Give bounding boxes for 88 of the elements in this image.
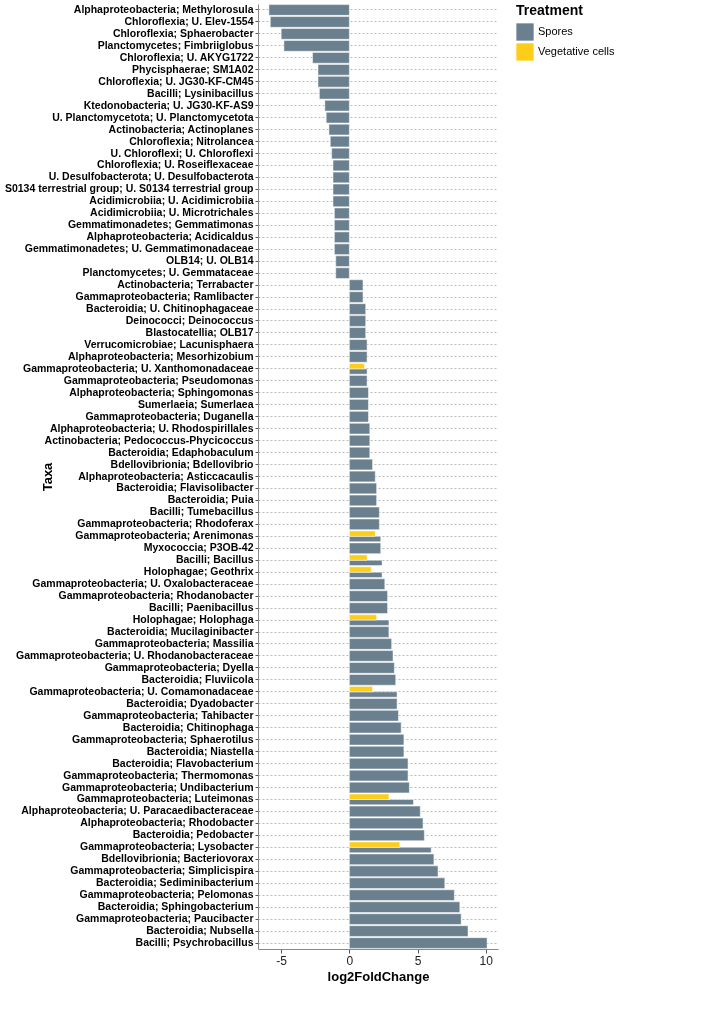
y-tick-label: Gammaproteobacteria; U. Xanthomonadaceae bbox=[23, 361, 254, 374]
y-tick-label: Alphaproteobacteria; U. Rhodospirillales bbox=[49, 421, 254, 434]
y-tick-label: Bacilli; Psychrobacillus bbox=[135, 936, 254, 949]
x-tick-label: 5 bbox=[414, 953, 422, 968]
y-tick-label: Ktedonobacteria; U. JG30-KF-AS9 bbox=[83, 98, 254, 111]
y-tick-label: Bacteroidia; U. Chitinophagaceae bbox=[86, 302, 254, 315]
y-tick-label: Alphaproteobacteria; Asticcacaulis bbox=[78, 469, 254, 482]
y-tick-label: Bacteroidia; Niastella bbox=[146, 744, 254, 757]
y-tick-label: Bacilli; Paenibacillus bbox=[149, 601, 254, 614]
y-tick-label: Actinobacteria; Pedococcus-Phycicoccus bbox=[44, 433, 254, 446]
y-tick-label: Gemmatimonadetes; Gemmatimonas bbox=[67, 218, 254, 231]
x-tick-label: 10 bbox=[479, 953, 494, 968]
y-tick-label: U. Planctomycetota; U. Planctomycetota bbox=[52, 110, 254, 123]
y-tick-label: Alphaproteobacteria; Sphingomonas bbox=[69, 385, 254, 398]
y-tick-label: Sumerlaeia; Sumerlaea bbox=[137, 397, 254, 410]
y-tick-label: Blastocatellia; OLB17 bbox=[145, 325, 254, 338]
y-tick-label: Bacteroidia; Edaphobaculum bbox=[108, 445, 254, 458]
y-tick-label: Bacteroidia; Mucilaginibacter bbox=[107, 625, 254, 638]
y-tick-label: Alphaproteobacteria; Acidicaldus bbox=[86, 230, 254, 243]
y-tick-label: Planctomycetes; U. Gemmataceae bbox=[82, 266, 254, 279]
y-tick-label: Gemmatimonadetes; U. Gemmatimonadaceae bbox=[24, 242, 254, 255]
y-tick-label: Bacteroidia; Sediminibacterium bbox=[95, 876, 254, 889]
y-tick-label: Alphaproteobacteria; U. Paracaedibacteraceae bbox=[21, 804, 254, 817]
y-tick-label: Gammaproteobacteria; Pelomonas bbox=[79, 888, 254, 901]
y-tick-label: Chloroflexia; U. AKYG1722 bbox=[119, 50, 254, 63]
y-tick-label: Chloroflexia; Nitrolancea bbox=[129, 134, 254, 147]
y-tick-label: Acidimicrobiia; U. Microtrichales bbox=[90, 206, 254, 219]
legend-label: Spores bbox=[538, 25, 574, 37]
y-tick-label: Gammaproteobacteria; Rhodanobacter bbox=[58, 589, 254, 602]
y-tick-label: Gammaproteobacteria; Sphaerotilus bbox=[72, 732, 254, 745]
y-tick-label: Gammaproteobacteria; Duganella bbox=[85, 409, 254, 422]
legend-label: Vegetative cells bbox=[538, 45, 615, 57]
y-tick-label: Actinobacteria; Terrabacter bbox=[117, 278, 254, 291]
y-tick-label: Gammaproteobacteria; Undibacterium bbox=[62, 780, 254, 793]
y-tick-label: Bacteroidia; Puia bbox=[167, 493, 254, 506]
y-tick-label: Gammaproteobacteria; Simplicispira bbox=[70, 864, 254, 877]
y-tick-label: Bacteroidia; Flavisolibacter bbox=[116, 481, 254, 494]
legend-title: Treatment bbox=[516, 2, 584, 18]
y-tick-label: Actinobacteria; Actinoplanes bbox=[108, 122, 254, 135]
y-tick-label: Verrucomicrobiae; Lacunisphaera bbox=[84, 337, 254, 350]
x-tick-label: 0 bbox=[346, 953, 354, 968]
y-tick-label: Gammaproteobacteria; U. Oxalobacteraceae bbox=[32, 577, 254, 590]
x-axis-title: log2FoldChange bbox=[327, 968, 430, 984]
y-tick-label: Gammaproteobacteria; Dyella bbox=[104, 660, 254, 673]
y-tick-label: Gammaproteobacteria; Lysobacter bbox=[79, 840, 254, 853]
y-tick-label: Gammaproteobacteria; Tahibacter bbox=[83, 708, 254, 721]
y-tick-label: Holophagae; Geothrix bbox=[143, 565, 254, 578]
y-tick-label: Bacteroidia; Flavobacterium bbox=[112, 756, 254, 769]
y-tick-label: Alphaproteobacteria; Mesorhizobium bbox=[67, 349, 254, 362]
y-tick-label: Bacteroidia; Pedobacter bbox=[132, 828, 254, 841]
y-tick-label: Gammaproteobacteria; Luteimonas bbox=[76, 792, 254, 805]
y-tick-label: Gammaproteobacteria; Pseudomonas bbox=[63, 373, 254, 386]
y-tick-label: Chloroflexia; U. Elev-1554 bbox=[124, 14, 254, 27]
y-tick-label: Gammaproteobacteria; Ramlibacter bbox=[75, 290, 254, 303]
y-tick-label: Bacteroidia; Dyadobacter bbox=[126, 696, 254, 709]
y-tick-label: Holophagae; Holophaga bbox=[132, 613, 254, 626]
y-tick-label: Gammaproteobacteria; Thermomonas bbox=[63, 768, 254, 781]
y-tick-label: Alphaproteobacteria; Rhodobacter bbox=[80, 816, 254, 829]
y-tick-label: Gammaproteobacteria; U. Comamonadaceae bbox=[29, 684, 254, 697]
y-tick-label: Gammaproteobacteria; Rhodoferax bbox=[77, 517, 254, 530]
y-tick-label: Chloroflexia; Sphaerobacter bbox=[112, 26, 254, 39]
y-tick-label: Alphaproteobacteria; Methylorosula bbox=[73, 2, 254, 15]
y-tick-label: Bacteroidia; Chitinophaga bbox=[122, 720, 254, 733]
y-tick-label: Bacilli; Tumebacillus bbox=[149, 505, 254, 518]
y-tick-label: Bacteroidia; Sphingobacterium bbox=[97, 900, 254, 913]
y-axis-title: Taxa bbox=[39, 461, 55, 492]
y-tick-label: Phycisphaerae; SM1A02 bbox=[132, 62, 254, 75]
y-tick-label: S0134 terrestrial group; U. S0134 terrestrial group bbox=[4, 182, 254, 195]
y-tick-label: Bacilli; Lysinibacillus bbox=[147, 86, 254, 99]
y-tick-label: Gammaproteobacteria; Massilia bbox=[94, 636, 254, 649]
y-tick-label: Planctomycetes; Fimbriiglobus bbox=[97, 38, 254, 51]
y-tick-label: Bacteroidia; Fluviicola bbox=[141, 672, 254, 685]
y-tick-label: Acidimicrobiia; U. Acidimicrobiia bbox=[89, 194, 254, 207]
y-tick-label: Bacteroidia; Nubsella bbox=[146, 924, 254, 937]
y-tick-label: U. Desulfobacterota; U. Desulfobacterota bbox=[48, 170, 254, 183]
y-tick-label: OLB14; U. OLB14 bbox=[165, 254, 254, 267]
y-tick-label: Bdellovibrionia; Bacteriovorax bbox=[101, 852, 254, 865]
y-tick-label: Bacilli; Bacillus bbox=[175, 553, 254, 566]
y-tick-label: Gammaproteobacteria; Paucibacter bbox=[76, 912, 254, 925]
y-tick-label: Gammaproteobacteria; Arenimonas bbox=[75, 529, 254, 542]
y-tick-label: U. Chloroflexi; U. Chloroflexi bbox=[110, 146, 254, 159]
y-tick-label: Chloroflexia; U. JG30-KF-CM45 bbox=[98, 74, 254, 87]
y-tick-label: Chloroflexia; U. Roseiflexaceae bbox=[97, 158, 254, 171]
x-tick-label: -5 bbox=[276, 953, 288, 968]
y-tick-label: Myxococcia; P3OB-42 bbox=[143, 541, 254, 554]
y-tick-label: Deinococci; Deinococcus bbox=[125, 313, 254, 326]
y-tick-label: Gammaproteobacteria; U. Rhodanobacteraceae bbox=[16, 648, 254, 661]
y-tick-label: Bdellovibrionia; Bdellovibrio bbox=[110, 457, 254, 470]
